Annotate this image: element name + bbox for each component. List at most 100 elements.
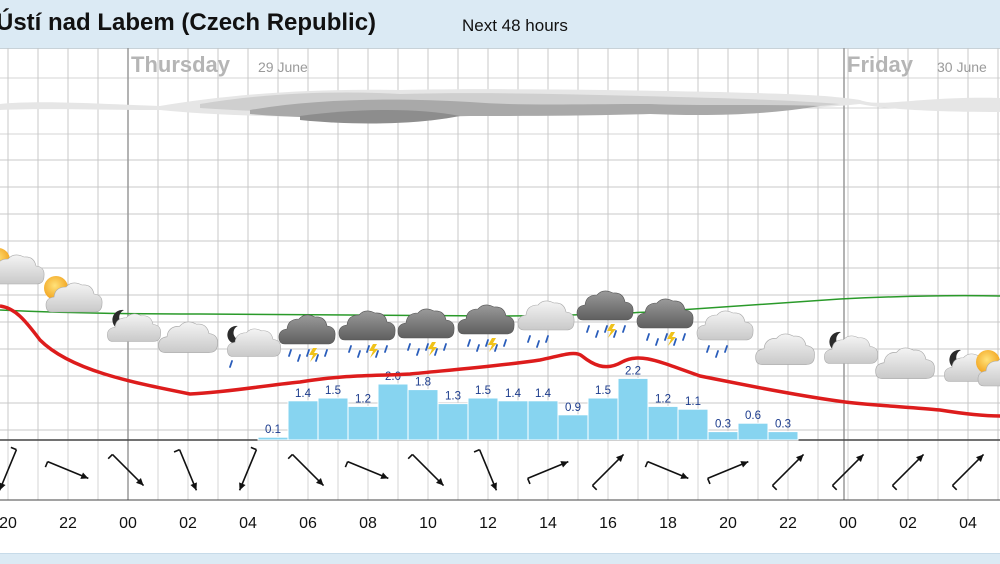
precipitation-bar <box>347 405 379 441</box>
date-label-thursday: 29 June <box>258 59 308 75</box>
precipitation-bar <box>377 383 409 441</box>
partly-cloudy-day-icon <box>44 276 103 313</box>
wind-arrow <box>771 453 805 491</box>
wind-arrow <box>706 460 749 485</box>
precipitation-value: 2.2 <box>625 365 641 377</box>
wind-arrow <box>891 453 925 491</box>
precipitation-value: 1.5 <box>325 385 341 397</box>
cloudy-icon <box>875 347 936 380</box>
precipitation-bars: 0.1 1.4 1.5 1.2 2.0 1.8 1.3 1.5 1.4 1.4 0.9 1.5 2.2 1… <box>257 365 799 441</box>
precipitation-value: 1.1 <box>685 396 701 408</box>
x-tick-label: 08 <box>359 515 377 532</box>
chart-grid <box>0 48 1000 501</box>
precipitation-value: 1.4 <box>535 388 552 400</box>
partly-cloudy-day-icon <box>0 248 45 285</box>
x-tick-label: 18 <box>659 515 677 532</box>
thunder-rain-icon <box>576 290 634 338</box>
precipitation-bar <box>407 389 439 441</box>
meteogram-chart: Thursday 29 June Friday 30 June 0.1 1.4 1.… <box>0 48 1000 532</box>
precipitation-value: 0.9 <box>565 402 581 414</box>
precipitation-bar <box>467 397 499 441</box>
wind-arrows <box>0 446 985 491</box>
wind-arrow <box>407 453 445 487</box>
precipitation-value: 1.2 <box>355 393 371 405</box>
precipitation-value: 1.8 <box>415 377 431 389</box>
precipitation-value: 1.5 <box>595 385 611 397</box>
precipitation-value: 0.3 <box>775 419 791 431</box>
precipitation-bar <box>707 431 739 441</box>
wind-arrow <box>644 460 689 480</box>
x-tick-label: 16 <box>599 515 617 532</box>
precipitation-value: 0.3 <box>715 419 731 431</box>
x-tick-label: 10 <box>419 515 437 532</box>
wind-arrow <box>344 460 389 480</box>
precipitation-bar <box>767 431 799 441</box>
x-tick-label: 20 <box>719 515 737 532</box>
cloudy-rain-icon <box>517 300 575 348</box>
x-tick-label: 22 <box>59 515 77 532</box>
thunder-rain-icon <box>338 310 396 358</box>
x-axis-ticks: 20 22 00 02 04 06 08 10 12 14 16 18 20 22 00 02 04 <box>0 515 977 532</box>
x-tick-label: 20 <box>0 515 17 532</box>
thunder-rain-icon <box>278 314 336 362</box>
wind-arrow <box>287 453 325 487</box>
precipitation-bar <box>737 422 769 441</box>
precipitation-bar <box>257 436 289 441</box>
precipitation-value: 1.5 <box>475 385 491 397</box>
x-tick-label: 00 <box>119 515 137 532</box>
thunder-rain-icon <box>636 298 694 346</box>
cloudy-icon <box>755 333 816 366</box>
wind-arrow <box>173 448 198 491</box>
x-tick-label: 22 <box>779 515 797 532</box>
precipitation-bar <box>437 403 469 441</box>
page-subtitle: Next 48 hours <box>462 16 568 35</box>
weather-icons <box>0 248 1000 387</box>
partly-cloudy-night-icon <box>106 309 162 342</box>
precipitation-value: 1.4 <box>505 388 522 400</box>
cloudy-rain-icon <box>696 310 754 358</box>
wind-arrow <box>107 453 145 487</box>
x-tick-label: 02 <box>179 515 197 532</box>
precipitation-bar <box>677 408 709 441</box>
wind-arrow <box>238 446 258 491</box>
wind-arrow <box>591 453 625 491</box>
x-tick-label: 12 <box>479 515 497 532</box>
x-tick-label: 04 <box>959 515 977 532</box>
precipitation-bar <box>287 400 319 441</box>
precipitation-bar <box>317 397 349 441</box>
precipitation-bar <box>617 377 649 441</box>
precipitation-value: 1.3 <box>445 391 461 403</box>
precipitation-value: 0.1 <box>265 424 281 436</box>
date-label-friday: 30 June <box>937 59 987 75</box>
partly-cloudy-night-icon <box>943 349 999 382</box>
precipitation-bar <box>497 400 529 441</box>
wind-arrow <box>831 453 865 491</box>
precipitation-value: 0.6 <box>745 410 761 422</box>
wind-arrow <box>951 453 985 491</box>
precipitation-bar <box>527 400 559 441</box>
header-bar: Ústí nad Labem (Czech Republic) Next 48 … <box>0 0 1000 49</box>
precipitation-value: 1.4 <box>295 388 312 400</box>
x-tick-label: 04 <box>239 515 257 532</box>
partly-cloudy-night-rain-icon <box>226 325 282 368</box>
wind-arrow <box>526 460 569 485</box>
day-label-friday: Friday <box>847 52 914 77</box>
precipitation-bar <box>647 405 679 441</box>
partly-cloudy-day-icon <box>976 350 1000 387</box>
wind-arrow <box>44 460 89 480</box>
precipitation-value: 1.2 <box>655 393 671 405</box>
partly-cloudy-night-icon <box>823 331 879 364</box>
wind-arrow <box>0 446 18 491</box>
x-tick-label: 02 <box>899 515 917 532</box>
day-label-thursday: Thursday <box>131 52 231 77</box>
cloudy-icon <box>158 321 219 354</box>
x-tick-label: 06 <box>299 515 317 532</box>
x-tick-label: 00 <box>839 515 857 532</box>
precipitation-bar <box>557 414 589 441</box>
page-title: Ústí nad Labem (Czech Republic) <box>0 9 377 36</box>
thunder-rain-icon <box>397 308 455 356</box>
precipitation-bar <box>587 397 619 441</box>
day-labels: Thursday 29 June Friday 30 June <box>131 52 987 77</box>
cloud-cover-band <box>0 89 1000 124</box>
thunder-rain-icon <box>457 304 515 352</box>
